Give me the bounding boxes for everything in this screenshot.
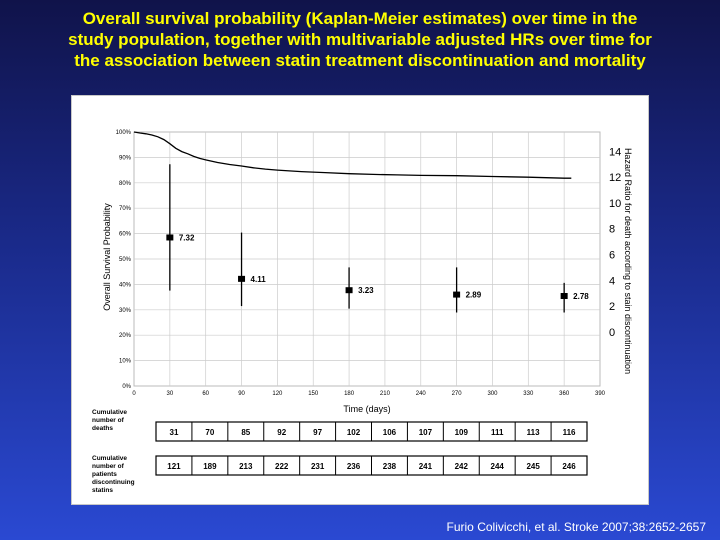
table-cell: 231 — [311, 462, 325, 471]
table-row-label-line: patients — [92, 471, 117, 478]
table-cell: 121 — [167, 462, 181, 471]
y2-tick-label: 10 — [609, 198, 621, 210]
table-row-label-line: discontinuing — [92, 479, 135, 486]
table-cell: 113 — [527, 428, 540, 437]
y-tick-label: 50% — [119, 257, 132, 263]
table-discontinuing: Cumulative number of patients discontinuing… — [92, 455, 588, 494]
hazard-ratio-layer: 7.32 4.11 3.23 2.89 2.78 — [166, 164, 589, 313]
x-tick-label: 180 — [344, 391, 355, 397]
y-tick-label: 40% — [119, 282, 132, 288]
table-cell: 246 — [562, 462, 576, 471]
hr-data-label: 3.23 — [358, 286, 374, 295]
x-tick-label: 270 — [452, 391, 463, 397]
curve-layer — [133, 131, 572, 179]
x-axis-title: Time (days) — [343, 404, 390, 414]
hr-data-label: 2.89 — [466, 291, 482, 300]
x-tick-label: 0 — [132, 391, 136, 397]
grid-layer — [133, 131, 601, 387]
table-cell: 31 — [170, 428, 179, 437]
hr-data-label: 4.11 — [251, 275, 267, 284]
slide-title: Overall survival probability (Kaplan-Mei… — [68, 9, 652, 70]
y-tick-label: 90% — [119, 155, 132, 161]
table-cell: 241 — [419, 462, 433, 471]
table-cell: 245 — [526, 462, 540, 471]
y2-tick-label: 6 — [609, 249, 615, 261]
table-row-label-line: number of — [92, 417, 125, 424]
y-tick-label: 60% — [119, 232, 132, 238]
y-axis-title: Overall Survival Probability — [102, 203, 112, 311]
table-cell: 70 — [205, 428, 214, 437]
table-row-label-line: deaths — [92, 425, 113, 432]
axis-layer: 0 30 60 90 120 150 180 210 240 270 300 330 360 3900%1… — [102, 130, 633, 414]
table-row-label: Cumulative number of patients discontinuing… — [92, 455, 135, 494]
table-cell: 111 — [491, 428, 504, 437]
x-tick-label: 330 — [523, 391, 534, 397]
y2-tick-label: 12 — [609, 172, 621, 184]
hr-data-label: 2.78 — [573, 292, 589, 301]
survival-curve — [133, 131, 572, 179]
table-cell: 85 — [241, 428, 250, 437]
x-tick-label: 210 — [380, 391, 391, 397]
chart-panel: 0 30 60 90 120 150 180 210 240 270 300 330 360 390 0% 1… — [71, 95, 649, 505]
table-deaths: Cumulative number of deaths 31 70 85 92 97 102 10… — [92, 409, 588, 442]
citation: Furio Colivicchi, et al. Stroke 2007;38:… — [446, 520, 706, 534]
table-row-label-line: statins — [92, 487, 113, 494]
x-tick-label: 120 — [272, 391, 283, 397]
y-tick-label: 70% — [119, 206, 132, 212]
x-tick-label: 390 — [595, 391, 606, 397]
table-row-label-line: number of — [92, 463, 125, 470]
table-cell: 236 — [347, 462, 361, 471]
hr-point — [166, 234, 174, 241]
tables-layer: Cumulative number of deaths 31 70 85 92 97 102 10… — [92, 409, 588, 494]
y-tick-label: 10% — [119, 359, 132, 365]
table-cell: 97 — [313, 428, 322, 437]
table-cell: 106 — [383, 428, 397, 437]
table-cell: 242 — [455, 462, 469, 471]
x-tick-label: 30 — [167, 391, 174, 397]
y2-tick-label: 0 — [609, 327, 615, 339]
x-tick-label: 90 — [238, 391, 245, 397]
table-cell: 107 — [419, 428, 433, 437]
y2-tick-label: 14 — [609, 146, 621, 158]
x-tick-label: 300 — [487, 391, 498, 397]
table-cell: 92 — [277, 428, 286, 437]
chart-svg: 0 30 60 90 120 150 180 210 240 270 300 330 360 3900%1… — [92, 130, 633, 494]
table-row-label: Cumulative number of deaths — [92, 409, 127, 432]
table-cell: 244 — [491, 462, 505, 471]
table-cell: 189 — [203, 462, 217, 471]
y-tick-label: 30% — [119, 308, 132, 314]
table-cell: 222 — [275, 462, 289, 471]
hr-point — [453, 291, 461, 298]
y2-axis-title: Hazard Ratio for death according to stai… — [623, 148, 633, 374]
table-cell: 102 — [347, 428, 361, 437]
x-tick-label: 360 — [559, 391, 570, 397]
y-tick-label: 0% — [122, 384, 131, 390]
table-cell: 213 — [239, 462, 253, 471]
y2-tick-label: 8 — [609, 224, 615, 236]
table-cell: 116 — [563, 428, 576, 437]
table-row-label-line: Cumulative — [92, 455, 127, 462]
table-cell: 109 — [455, 428, 469, 437]
y2-tick-label: 4 — [609, 275, 615, 287]
hr-data-label: 7.32 — [179, 233, 195, 242]
y-tick-label: 100% — [116, 130, 132, 136]
y-tick-label: 80% — [119, 181, 132, 187]
hr-point — [238, 275, 246, 282]
x-tick-label: 240 — [416, 391, 427, 397]
x-tick-label: 60 — [202, 391, 209, 397]
x-tick-label: 150 — [308, 391, 319, 397]
table-row-label-line: Cumulative — [92, 409, 127, 416]
y-tick-label: 20% — [119, 333, 132, 339]
table-cell: 238 — [383, 462, 397, 471]
y2-tick-label: 2 — [609, 301, 615, 313]
hr-point — [560, 293, 568, 300]
hr-point — [345, 287, 353, 294]
